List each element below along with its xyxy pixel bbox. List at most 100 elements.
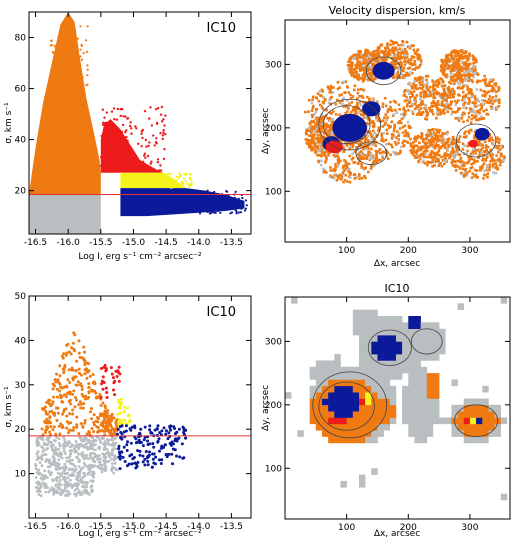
p3-point: [109, 366, 113, 370]
p2-pixel: [458, 135, 462, 138]
p2-pixel: [474, 115, 477, 118]
p4-pixel: [340, 392, 347, 399]
p4-pixel: [358, 316, 366, 323]
p2-pixel: [436, 92, 439, 96]
p1-point: [104, 153, 107, 157]
p2-pixel: [420, 103, 424, 106]
p3-point: [58, 374, 62, 378]
p2-pixel: [478, 140, 481, 144]
p1-point: [51, 72, 54, 75]
p3-point: [130, 462, 134, 466]
p2-pixel: [360, 165, 364, 168]
p2-pixel: [465, 161, 469, 165]
p2-pixel: [413, 144, 417, 147]
p2-pixel: [404, 54, 408, 58]
p2-pixel: [474, 60, 478, 64]
p2-pixel: [442, 71, 446, 75]
p2-pixel: [435, 130, 439, 134]
p2-pixel: [389, 53, 393, 56]
p2-pixel: [392, 150, 396, 154]
p4-pixel: [315, 373, 323, 380]
p4-pixel: [358, 347, 366, 355]
p2-pixel: [408, 66, 412, 70]
p1-point: [166, 173, 170, 176]
p4-pixel: [482, 398, 489, 406]
p4-pixel: [358, 309, 366, 317]
p4-title: IC10: [385, 282, 410, 295]
p2-pixel: [430, 109, 434, 113]
p2-pixel: [431, 160, 434, 163]
p2-pixel: [386, 50, 390, 54]
p3-point: [53, 460, 57, 464]
p2-pixel: [404, 56, 408, 60]
p2-pixel: [353, 150, 357, 153]
p2-pixel: [432, 155, 436, 159]
p2-pixel: [326, 85, 330, 89]
p2-pixel: [491, 102, 494, 105]
p2-pixel: [431, 112, 435, 116]
p2-pixel: [323, 98, 327, 102]
p2-pixel: [467, 129, 471, 133]
p3-point: [81, 466, 85, 470]
p3-point: [152, 445, 156, 449]
p4-pixel: [389, 316, 397, 323]
p2-pixel: [457, 119, 461, 122]
p2-pixel: [391, 56, 395, 60]
p2-pixel: [320, 88, 324, 92]
p2-pixel: [474, 69, 477, 72]
p1-point: [110, 110, 114, 113]
p4-pixel: [463, 423, 471, 431]
p2-pixel: [443, 94, 447, 97]
p1-point: [188, 201, 191, 204]
p2-pixel: [342, 96, 345, 100]
p2-pixel: [335, 178, 339, 182]
p3-point: [72, 389, 76, 393]
p2-pixel: [393, 56, 396, 59]
p2-pixel: [411, 149, 414, 153]
p3-point: [52, 452, 56, 456]
p4-pixel: [451, 379, 458, 387]
p1-point: [245, 204, 248, 207]
p2-pixel: [323, 152, 327, 155]
p4-pixel: [377, 392, 384, 399]
p2-pixel: [315, 123, 319, 126]
p4-pixel: [365, 404, 372, 412]
p2-pixel: [438, 108, 442, 112]
p2-pixel: [412, 86, 416, 90]
p2-pixel: [441, 98, 445, 102]
p2-pixel: [366, 58, 370, 61]
p4-pixel: [371, 398, 378, 406]
p3-point: [75, 415, 79, 419]
p1-point: [216, 204, 219, 207]
p4-pixel: [432, 373, 440, 380]
p1-point: [50, 43, 53, 47]
p2-pixel: [470, 166, 474, 169]
p2-pixel: [497, 101, 501, 105]
p4-pixel: [432, 341, 440, 349]
p2-pixel: [357, 54, 360, 58]
p3-point: [114, 467, 117, 471]
p1-point: [51, 88, 54, 91]
p2-pixel: [471, 172, 475, 175]
p4-frame: [284, 296, 511, 520]
p2-pixel: [397, 132, 401, 135]
p2-pixel: [451, 147, 455, 150]
p4-pixel: [371, 309, 378, 317]
p2-pixel: [493, 159, 496, 162]
p3-point: [75, 359, 79, 363]
p3-point: [54, 432, 58, 436]
p4-pixel: [494, 411, 502, 418]
p2-pixel: [361, 58, 365, 61]
p3-point: [61, 367, 65, 371]
p1-point: [159, 164, 162, 167]
p1-point: [157, 106, 160, 110]
p2-pixel: [358, 49, 361, 53]
p1-point: [107, 130, 110, 133]
p2-pixel: [463, 71, 466, 75]
p2-pixel: [336, 87, 340, 91]
p2-pixel: [402, 74, 405, 77]
p4-pixel: [420, 341, 428, 349]
p1-point: [77, 55, 80, 58]
p2-pixel: [495, 164, 498, 168]
p2-pixel: [365, 76, 368, 80]
